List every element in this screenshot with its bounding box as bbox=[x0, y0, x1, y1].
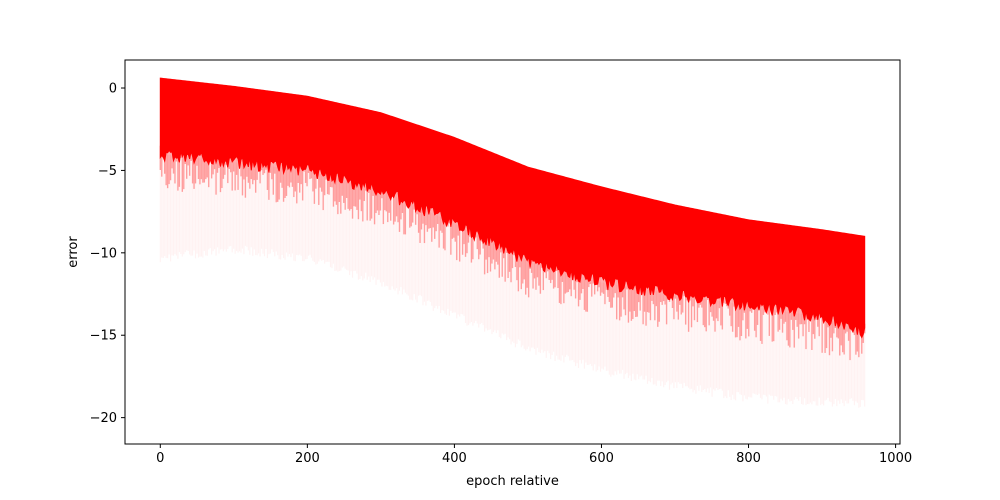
x-tick-label: 1000 bbox=[879, 451, 912, 466]
x-tick-label: 600 bbox=[589, 451, 614, 466]
x-axis: 0 200 400 600 800 1000 bbox=[156, 444, 912, 466]
y-axis: 0 −5 −10 −15 −20 bbox=[90, 82, 125, 426]
plot-area bbox=[159, 77, 866, 408]
y-tick-label: −20 bbox=[90, 411, 117, 426]
y-tick-label: −10 bbox=[90, 246, 117, 261]
x-tick-label: 400 bbox=[442, 451, 467, 466]
dense-error-band bbox=[159, 77, 866, 339]
y-axis-label: error bbox=[66, 236, 81, 268]
x-axis-label: epoch relative bbox=[466, 474, 559, 489]
x-tick-label: 0 bbox=[156, 451, 164, 466]
y-tick-label: 0 bbox=[109, 82, 117, 97]
x-tick-label: 800 bbox=[736, 451, 761, 466]
x-tick-label: 200 bbox=[295, 451, 320, 466]
y-tick-label: −5 bbox=[98, 164, 117, 179]
y-tick-label: −15 bbox=[90, 329, 117, 344]
plot-frame bbox=[124, 59, 901, 445]
